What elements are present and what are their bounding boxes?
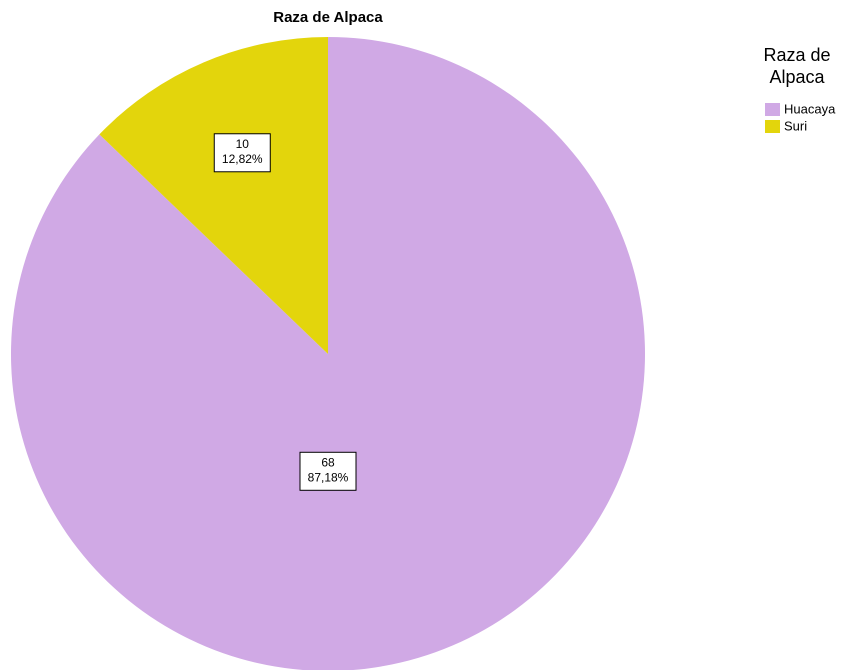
legend-label: Suri [784,118,807,133]
label-box [299,451,357,491]
legend-swatch [765,103,780,116]
pie-slice [99,37,329,354]
legend-swatch [765,120,780,133]
pie-slice [11,37,645,670]
label-box [213,133,271,173]
percent-label: 12,82% [222,152,263,166]
count-label: 68 [321,455,335,469]
count-label: 10 [236,137,250,151]
legend-label: Huacaya [784,101,836,116]
legend-title: Raza de Alpaca [763,45,830,87]
percent-label: 87,18% [308,470,349,484]
chart-title: Raza de Alpaca [273,9,383,26]
